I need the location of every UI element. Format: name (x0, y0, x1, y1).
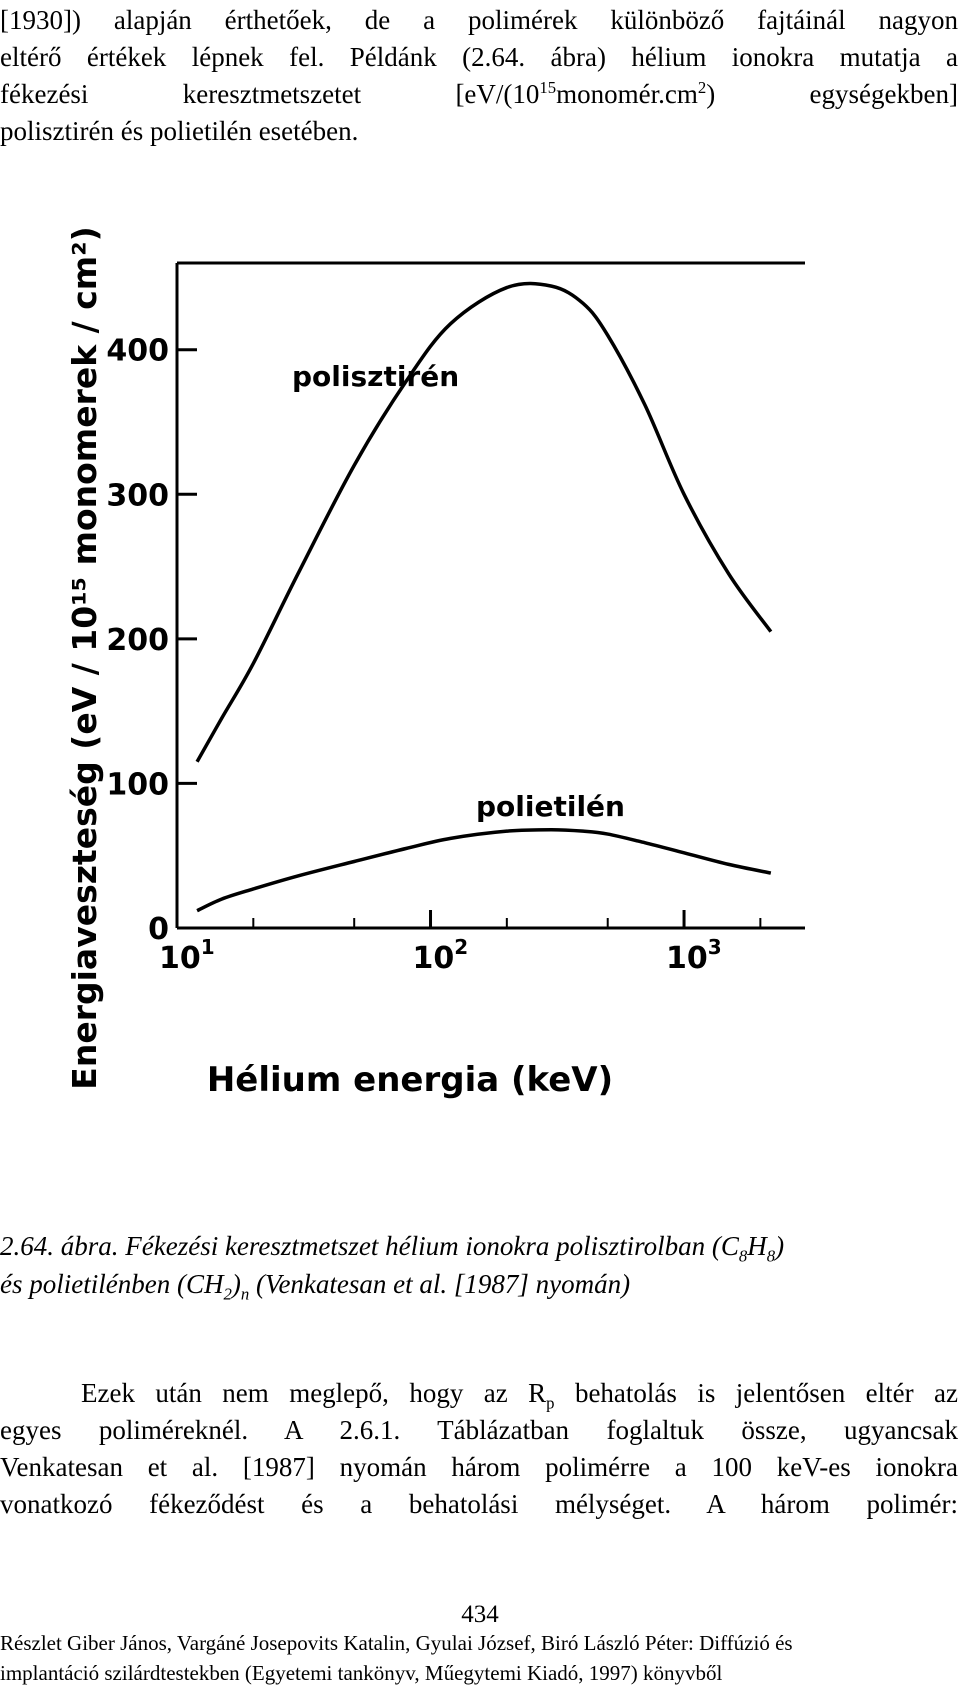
x-tick-label: 102 (413, 935, 469, 976)
figure-caption: 2.64. ábra. Fékezési keresztmetszet héli… (0, 1227, 958, 1303)
caption-line: és polietilénben (CH2)n (Venkatesan et a… (0, 1269, 631, 1304)
series-line-polisztiren (195, 281, 773, 763)
y-tick-group: 0 100 200 300 400 (106, 334, 197, 947)
y-tick-label: 300 (106, 478, 169, 513)
y-tick-label: 200 (106, 623, 169, 658)
text-line: Venkatesan et al. [1987] nyomán három po… (0, 1452, 958, 1482)
footer-line: Részlet Giber János, Vargáné Josepovits … (0, 1631, 793, 1655)
y-axis-label: Energiaveszteség (eV / 10¹⁵ monomerek / … (65, 226, 104, 1089)
x-tick-label: 103 (666, 935, 722, 976)
text-line: eltérő értékek lépnek fel. Példánk (2.64… (0, 42, 958, 72)
page-number: 434 (461, 1601, 499, 1628)
text-line: Ezek után nem meglepő, hogy az Rp behato… (81, 1378, 958, 1413)
series-line-polietilen (196, 827, 772, 913)
caption-line: 2.64. ábra. Fékezési keresztmetszet héli… (0, 1231, 785, 1266)
x-axis-label: Hélium energia (keV) (207, 1060, 613, 1100)
intro-paragraph: [1930]) alapján érthetőek, de a polimére… (0, 2, 958, 150)
text-line-units: fékezési keresztmetszetet [eV/(1015monom… (0, 78, 958, 109)
text-line: [1930]) alapján érthetőek, de a polimére… (0, 5, 958, 35)
x-tick-label: 101 (159, 935, 215, 976)
source-footer: Részlet Giber János, Vargáné Josepovits … (0, 1628, 960, 1688)
line-chart: 0 100 200 300 400 101 102 103 polisztirén polie… (65, 226, 805, 1100)
body-paragraph: Ezek után nem meglepő, hogy az Rp behato… (0, 1375, 958, 1523)
y-tick-label: 0 (148, 912, 169, 947)
text-line: egyes poliméreknél. A 2.6.1. Táblázatban… (0, 1415, 958, 1445)
y-tick-label: 400 (106, 334, 169, 369)
series-group: polisztirén polietilén (195, 281, 773, 913)
stopping-cross-section-figure: 0 100 200 300 400 101 102 103 polisztirén polie… (30, 218, 910, 1138)
footer-line: implantáció szilárdtestekben (Egyetemi t… (0, 1661, 723, 1685)
x-tick-group: 101 102 103 (159, 910, 762, 976)
series-label: polietilén (476, 790, 625, 823)
series-label: polisztirén (292, 360, 459, 393)
text-line: vonatkozó fékeződést és a behatolási mél… (0, 1489, 958, 1519)
chart-axes (175, 261, 805, 930)
y-tick-label: 100 (106, 767, 169, 802)
text-line: polisztirén és polietilén esetében. (0, 116, 359, 146)
